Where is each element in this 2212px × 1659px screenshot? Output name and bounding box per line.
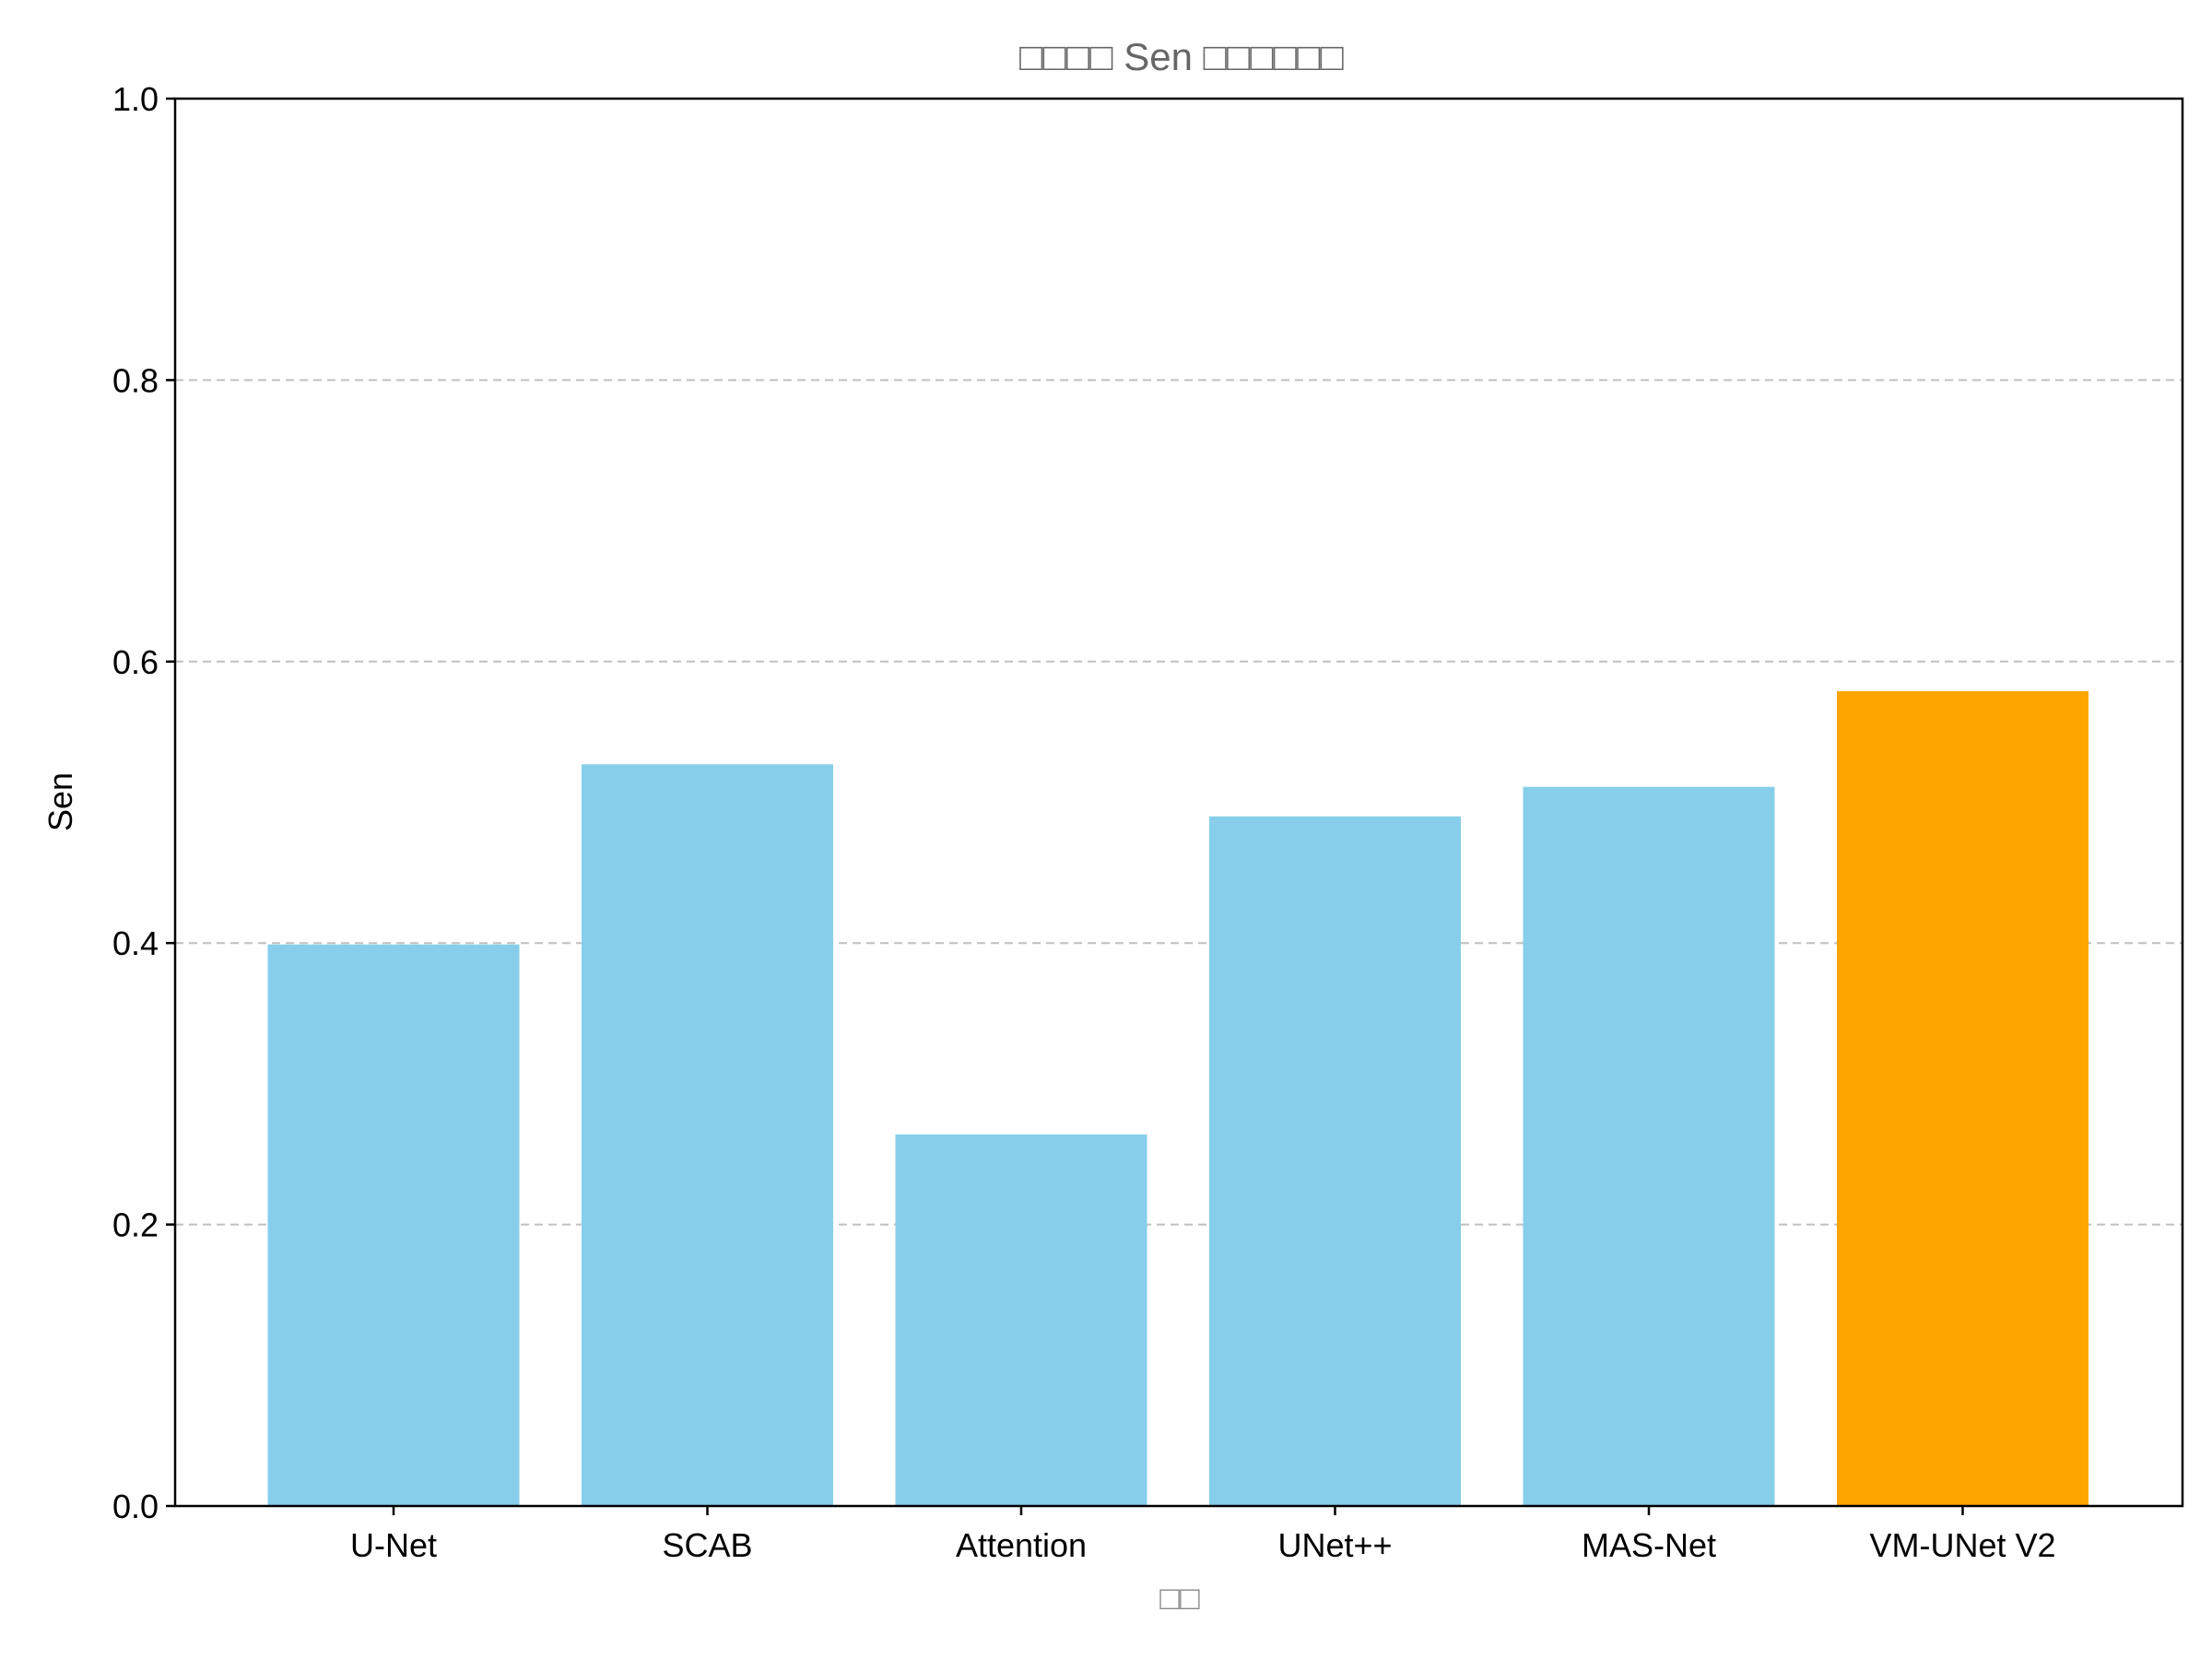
y-tick-label: 0.2 (112, 1206, 159, 1244)
x-tick-label: MAS-Net (1582, 1526, 1716, 1564)
bar-unet- (1209, 816, 1461, 1506)
y-tick-label: 0.4 (112, 924, 159, 962)
bar-scab (582, 764, 833, 1506)
y-tick-label: 0.0 (112, 1488, 159, 1525)
bar-attention (895, 1134, 1147, 1506)
x-tick-label: SCAB (662, 1526, 752, 1564)
bar-mas-net (1523, 786, 1775, 1506)
bar-u-net (267, 944, 520, 1506)
x-axis: U-Net SCAB Attention UNet++ MAS-Net VM-UNet V… (350, 1506, 2056, 1564)
bars (267, 690, 2088, 1506)
plot-frame (173, 97, 2184, 1508)
x-tick-label: Attention (956, 1526, 1087, 1564)
x-tick-label: VM-UNet V2 (1869, 1526, 2055, 1564)
bar-vm-unet-v2 (1837, 690, 2088, 1506)
x-axis-label: □□ (1159, 1579, 1200, 1617)
y-tick-label: 1.0 (112, 80, 159, 118)
x-tick-label: UNet++ (1277, 1526, 1392, 1564)
chart-title: □□□□ Sen □□□□□□ (1019, 35, 1344, 78)
y-tick-label: 0.8 (112, 361, 159, 399)
x-tick-label: U-Net (350, 1526, 437, 1564)
y-axis: 0.0 0.2 0.4 0.6 0.8 1.0 (112, 80, 175, 1525)
y-axis-label: Sen (41, 772, 79, 831)
y-tick-label: 0.6 (112, 643, 159, 681)
